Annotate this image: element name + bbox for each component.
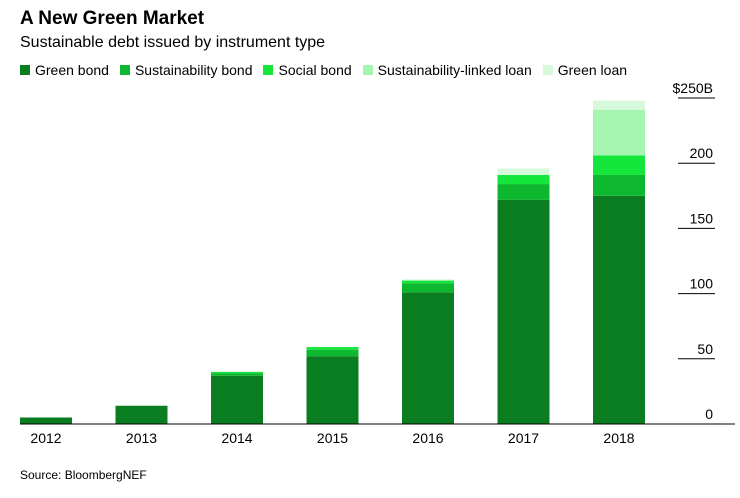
legend-item-sustainability-linked-loan: Sustainability-linked loan bbox=[362, 62, 532, 78]
bar-segment-green-bond bbox=[306, 356, 359, 424]
bar-segment-sustainability-bond bbox=[211, 373, 263, 376]
bar-segment-green-bond bbox=[211, 375, 263, 424]
x-tick-label: 2013 bbox=[126, 430, 157, 446]
legend-label: Sustainability-linked loan bbox=[377, 62, 532, 78]
bar-segment-social-bond bbox=[211, 371, 263, 374]
x-tick-label: 2016 bbox=[412, 430, 443, 446]
x-tick-label: 2018 bbox=[603, 430, 634, 446]
source-note: Source: BloombergNEF bbox=[20, 468, 147, 482]
legend-swatch bbox=[119, 65, 130, 75]
legend-item-sustainability-bond: Sustainability bond bbox=[119, 62, 253, 78]
bar-segment-green-bond bbox=[593, 195, 645, 424]
y-tick-label: 50 bbox=[697, 341, 713, 357]
legend-swatch bbox=[263, 65, 274, 75]
x-tick-label: 2015 bbox=[317, 430, 348, 446]
bar-segment-green-loan bbox=[402, 279, 454, 281]
legend-item-green-bond: Green bond bbox=[20, 62, 109, 78]
bar-segment-green-loan bbox=[593, 100, 645, 110]
bar-segment-sustainability-bond bbox=[402, 283, 454, 293]
bar-segment-sustainability-bond bbox=[593, 174, 645, 196]
legend-swatch bbox=[20, 65, 30, 75]
bar-segment-social-bond bbox=[497, 174, 550, 185]
bar-segment-social-bond bbox=[402, 280, 454, 284]
y-tick-label: 200 bbox=[690, 145, 714, 161]
x-tick-label: 2017 bbox=[508, 430, 539, 446]
bar-segment-sustainability-bond bbox=[306, 349, 359, 357]
chart-title: A New Green Market bbox=[20, 8, 205, 29]
bar-segment-sustainability-linked-loan bbox=[593, 109, 645, 156]
y-tick-label: 0 bbox=[705, 406, 713, 422]
chart-subtitle: Sustainable debt issued by instrument ty… bbox=[20, 34, 326, 51]
bar-segment-social-bond bbox=[306, 347, 359, 350]
legend-swatch bbox=[542, 65, 553, 75]
legend-item-green-loan: Green loan bbox=[542, 62, 628, 78]
legend: Green bond Sustainability bond Social bo… bbox=[20, 62, 638, 78]
y-tick-label: $250B bbox=[673, 80, 713, 96]
bar-segment-green-bond bbox=[115, 405, 168, 424]
legend-label: Green bond bbox=[35, 62, 109, 78]
bar-segment-social-bond bbox=[593, 155, 645, 175]
bar-segment-sustainability-bond bbox=[497, 184, 550, 200]
x-tick-label: 2014 bbox=[221, 430, 252, 446]
legend-swatch bbox=[362, 65, 373, 75]
legend-label: Sustainability bond bbox=[134, 62, 253, 78]
bar-segment-green-bond bbox=[20, 417, 72, 424]
y-tick-label: 100 bbox=[690, 276, 714, 292]
legend-item-social-bond: Social bond bbox=[263, 62, 352, 78]
bar-segment-green-loan bbox=[497, 168, 550, 175]
x-tick-label: 2012 bbox=[30, 430, 61, 446]
y-tick-label: 150 bbox=[690, 210, 714, 226]
bar-segment-green-bond bbox=[402, 292, 454, 424]
legend-label: Social bond bbox=[278, 62, 352, 78]
legend-label: Green loan bbox=[557, 62, 628, 78]
bar-segment-green-bond bbox=[497, 199, 550, 424]
